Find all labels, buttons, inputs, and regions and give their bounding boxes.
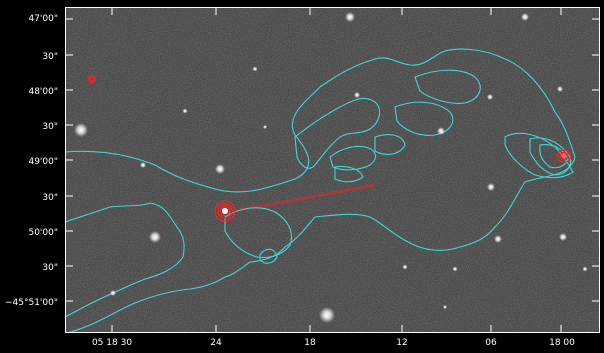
x-tick-label: 05 18 30 [91,338,133,348]
y-tick-label: 30" [42,122,58,132]
cyan-contours [65,48,576,333]
sky-image-svg [65,7,600,333]
y-tick-label: 47'00" [28,14,58,24]
y-tick-label: 48'00" [28,87,58,97]
y-tick-label: 49'00" [28,157,58,167]
y-tick-label: −45°51'00" [4,298,58,308]
x-tick-label: 18 [304,338,316,348]
y-tick-label: 50'00" [28,228,58,238]
x-tick-label: 24 [210,338,222,348]
x-tick-label: 18 00 [549,338,575,348]
y-tick-label: 30" [42,52,58,62]
axis-ticks [65,7,600,333]
red-source-core [561,153,567,159]
red-contours [87,74,572,222]
x-tick-label: 06 [485,338,497,348]
y-tick-label: 30" [42,263,58,273]
sky-noise [65,7,600,333]
axis-frame [65,7,600,333]
x-tick-label: 12 [396,338,408,348]
y-tick-label: 30" [42,193,58,203]
star-field [74,12,588,323]
sky-image-panel [65,7,600,333]
bright-source-core [222,208,228,214]
